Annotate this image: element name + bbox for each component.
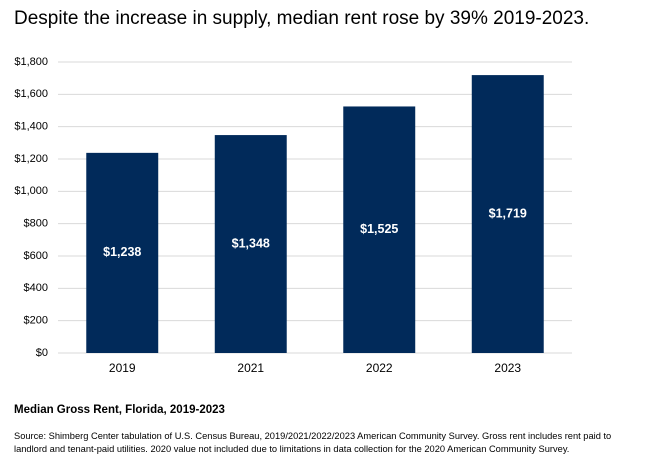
chart-subtitle: Median Gross Rent, Florida, 2019-2023 bbox=[14, 404, 225, 416]
y-tick-label: $800 bbox=[24, 218, 48, 230]
chart: $0 $200 $400 $600 $800 $1,000 $1,200 $1,400 $1,6… bbox=[14, 56, 572, 375]
y-tick-label: $1,400 bbox=[14, 121, 48, 133]
y-tick-label: $600 bbox=[24, 250, 48, 262]
value-label: $1,719 bbox=[489, 206, 527, 220]
x-tick-label: 2022 bbox=[366, 361, 393, 375]
source-note: Source: Shimberg Center tabulation of U.… bbox=[14, 431, 612, 454]
bar bbox=[343, 106, 416, 353]
value-label: $1,238 bbox=[103, 245, 141, 259]
bar bbox=[86, 152, 159, 353]
bar bbox=[471, 75, 544, 353]
y-tick-label: $1,600 bbox=[14, 88, 48, 100]
y-tick-label: $400 bbox=[24, 282, 48, 294]
y-tick-label: $1,800 bbox=[14, 56, 48, 68]
x-tick-label: 2021 bbox=[237, 361, 264, 375]
y-tick-label: $1,000 bbox=[14, 185, 48, 197]
x-tick-label: 2023 bbox=[494, 361, 521, 375]
y-tick-label: $0 bbox=[36, 347, 48, 359]
y-tick-label: $200 bbox=[24, 315, 48, 327]
x-tick-label: 2019 bbox=[109, 361, 136, 375]
value-label: $1,525 bbox=[360, 222, 398, 236]
value-label: $1,348 bbox=[232, 236, 270, 250]
chart-title: Despite the increase in supply, median r… bbox=[14, 8, 590, 29]
y-tick-label: $1,200 bbox=[14, 153, 48, 165]
bar bbox=[214, 135, 287, 353]
